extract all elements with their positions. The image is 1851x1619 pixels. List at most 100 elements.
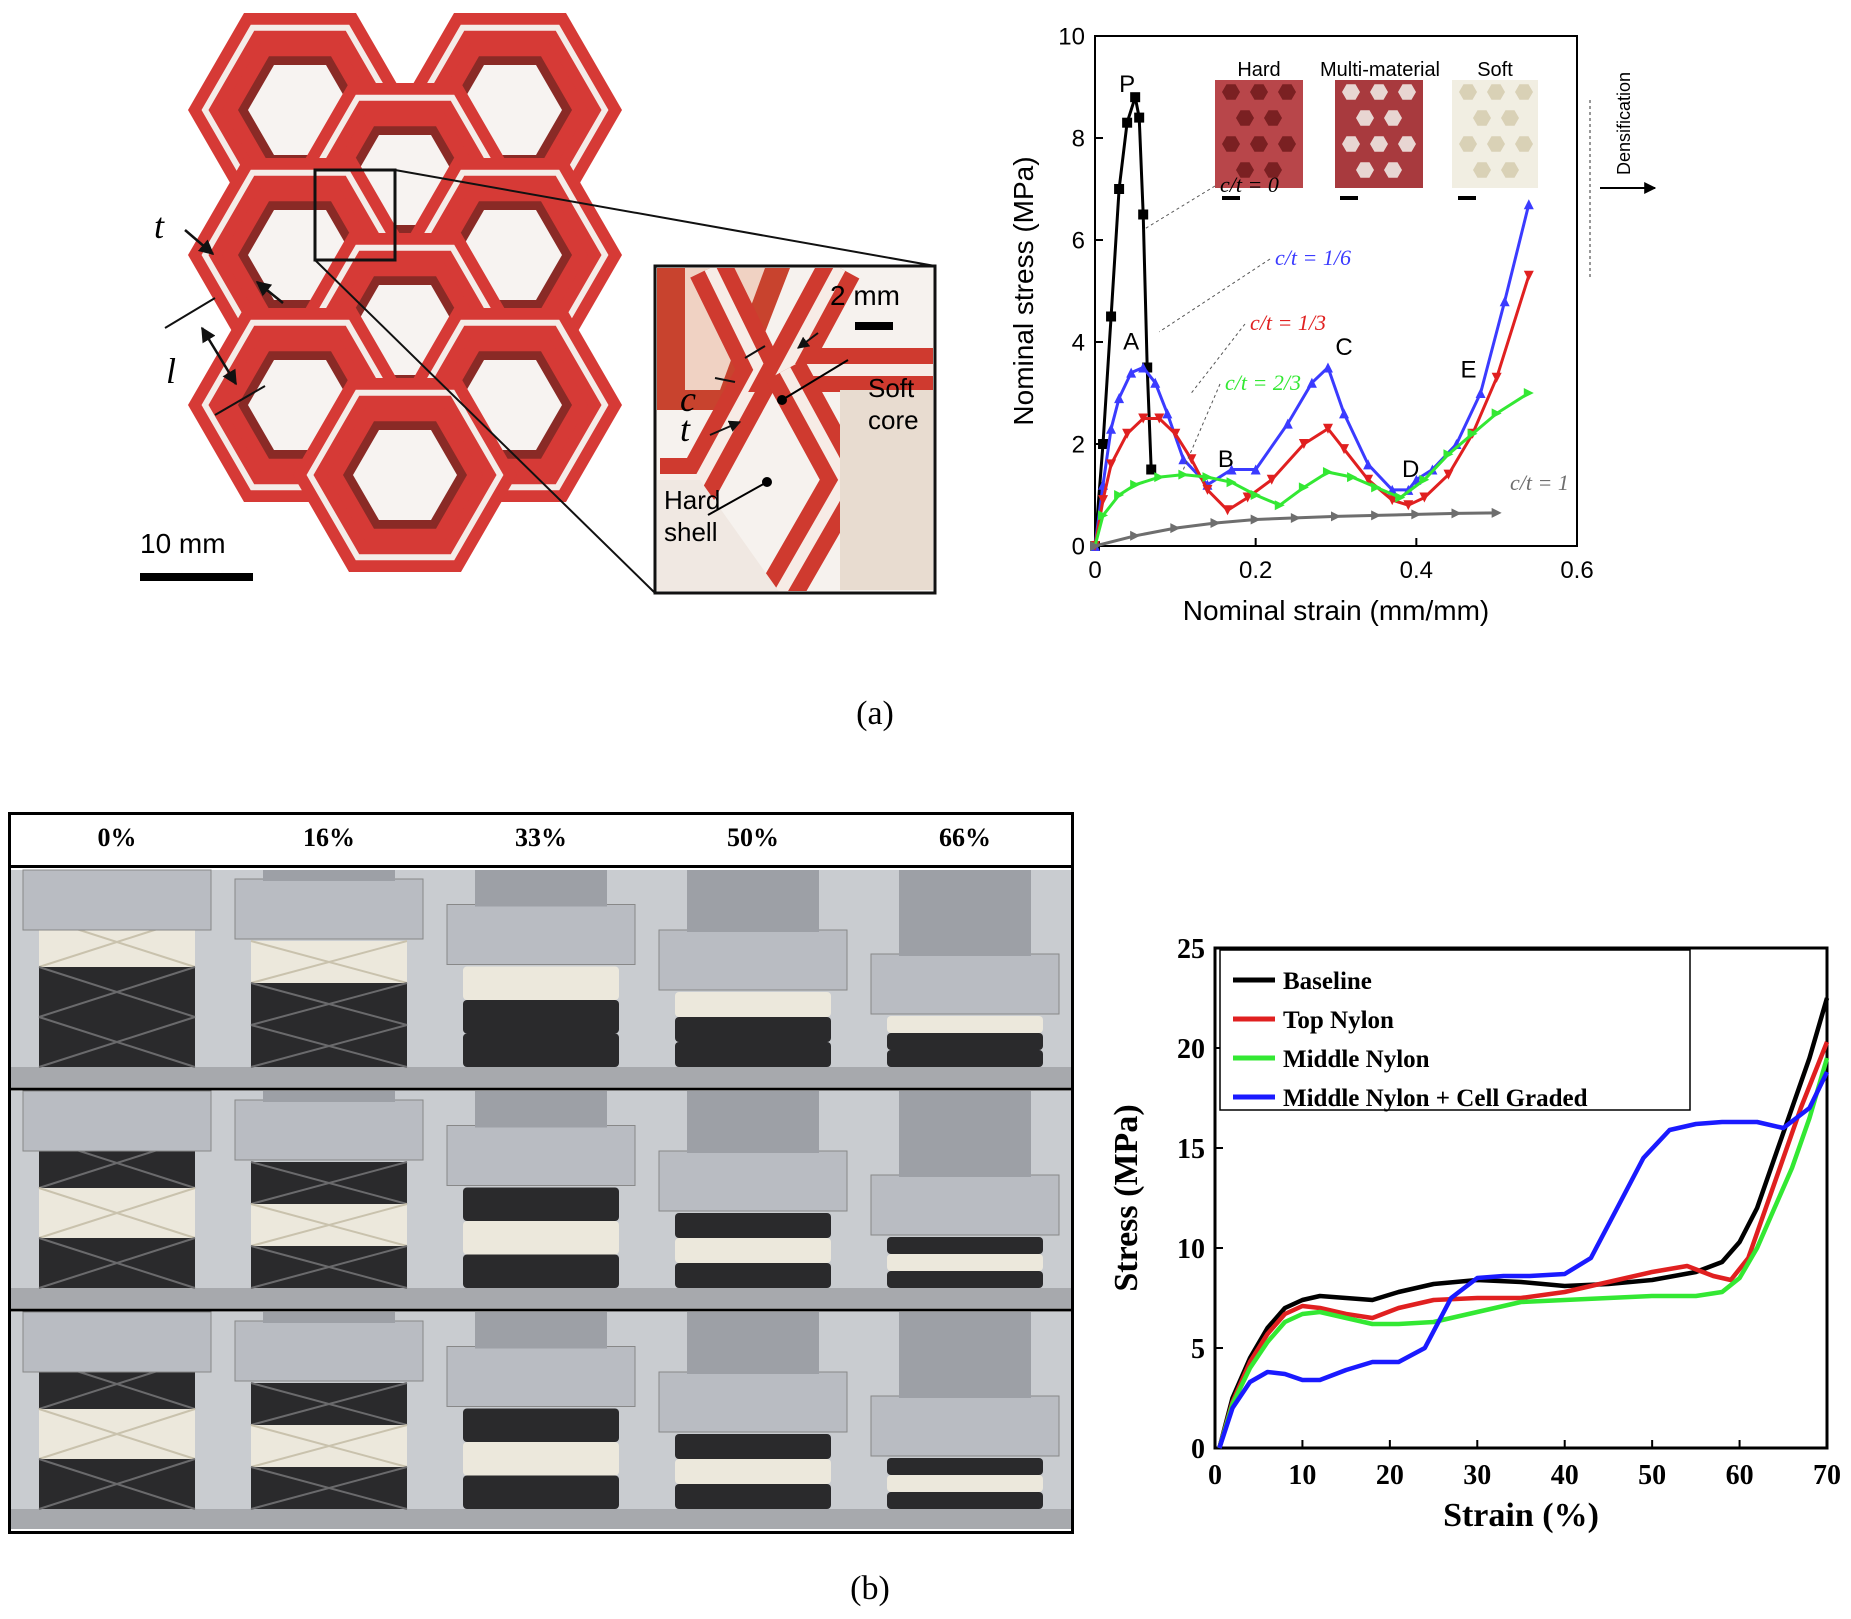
strain-column-label: 0% [97,823,137,852]
data-point-marker [1098,495,1109,506]
data-point-marker [1347,472,1358,483]
scalebar-inset-label: 2 mm [830,280,900,311]
x-tick-label: 10 [1288,1460,1316,1491]
data-point-marker [1226,477,1237,488]
data-point-marker [1106,311,1117,322]
soft-core-pointer-line [781,359,849,401]
data-point-marker [1274,500,1285,511]
series-line-baseline [1217,997,1830,1449]
data-point-marker [1138,209,1149,220]
compression-photo [223,1312,435,1529]
y-tick-label: 25 [1177,934,1205,965]
data-point-marker [1523,388,1534,398]
chart-b-stress-strain: 0 10 20 30 40 50 60 70 0 5 10 15 20 25 Strain (%) Stres… [1108,934,1841,1534]
label-l: l [166,351,177,391]
point-label-d: D [1402,456,1419,483]
data-point-marker [1130,530,1141,541]
data-point-marker [1491,372,1502,383]
data-point-marker [1363,459,1374,470]
honeycomb-photo [140,10,940,600]
data-point-marker [1298,439,1309,449]
compression-photo [11,869,223,1087]
x-tick-label: 40 [1551,1460,1579,1491]
data-point-marker [1122,428,1133,439]
compression-photo [11,1311,223,1529]
data-point-marker [1298,482,1309,493]
compression-photo [11,1090,223,1308]
data-point-marker [1126,367,1137,378]
y-axis-label: Nominal stress (MPa) [1008,156,1039,425]
thumbnail-label-soft: Soft [1477,59,1513,81]
annotation-leader [1191,323,1246,394]
wall-arrow-1 [744,345,766,359]
data-point-marker [1250,464,1261,475]
x-tick-label: 0 [1208,1460,1222,1491]
honeycomb-lattice [188,13,622,572]
point-label-a: A [1123,329,1139,356]
data-point-marker [1114,490,1125,500]
l-dimension-tick-bottom [214,385,266,416]
data-point-marker [1226,464,1237,475]
data-point-marker [1098,439,1109,449]
compression-photo [435,1312,647,1529]
t-arrow-inner [255,281,284,304]
data-point-marker [1106,459,1117,470]
data-point-marker [1154,472,1165,483]
caption-a: (a) [856,695,894,732]
data-point-marker [1331,511,1341,522]
legend-label: Baseline [1283,968,1372,995]
data-point-marker [1339,444,1350,455]
legend: Baseline Top Nylon Middle Nylon Middle Nylo… [1219,949,1691,1112]
y-tick-label: 20 [1177,1034,1205,1065]
data-point-marker [1475,388,1486,398]
densification-label: Densification [1614,72,1634,175]
y-tick-label: 2 [1072,431,1085,458]
label-t-inset: t [680,409,691,449]
data-point-marker [1395,492,1406,503]
data-point-marker [1122,117,1133,128]
scalebar-10mm [140,573,253,581]
compression-photo [647,1312,859,1529]
data-point-marker [1322,467,1333,478]
wall-arrow-2 [797,332,819,349]
thumbnail-label-multi-material: Multi-material [1320,59,1440,81]
annotation-leader [1158,258,1271,333]
x-tick-label: 50 [1638,1460,1666,1491]
series-line-middle-nylon [1217,1057,1830,1449]
data-point-marker [1523,199,1534,210]
data-point-marker [1371,510,1382,521]
x-axis-label: Strain (%) [1443,1497,1599,1534]
zoom-inset [653,264,937,595]
data-point-marker [1130,92,1141,103]
y-tick-label: 10 [1058,23,1085,50]
label-hard-shell-2: shell [664,517,718,547]
x-tick-label: 30 [1463,1460,1491,1491]
data-point-marker [1114,184,1125,194]
zoom-selection-box [313,168,397,262]
compression-photo [647,870,859,1087]
zoom-leader-line-bottom [314,259,656,594]
compression-photo [223,1091,435,1308]
data-point-marker [1266,474,1277,485]
plot-frame [1094,35,1578,547]
series-annotation: c/t = 2/3 [1225,370,1301,395]
data-point-marker [1170,523,1181,534]
label-soft-core-2: core [868,405,919,435]
strain-column-label: 33% [515,823,567,852]
data-point-marker [1242,492,1253,503]
y-tick-label: 8 [1072,125,1085,152]
compression-photo [859,1312,1071,1529]
sample-thumbnails [1215,80,1538,200]
thumbnail-label-hard: Hard [1237,59,1280,81]
strain-column-label: 16% [303,823,355,852]
data-point-marker [1130,479,1141,490]
data-point-marker [1106,423,1117,434]
data-point-marker [1114,393,1125,404]
data-point-marker [1098,510,1109,521]
data-point-marker [1134,112,1145,123]
data-point-marker [1499,296,1510,307]
data-point-marker [1419,492,1430,503]
x-tick-label: 0 [1088,557,1101,584]
y-tick-label: 0 [1191,1434,1205,1465]
data-point-marker [1322,362,1333,373]
